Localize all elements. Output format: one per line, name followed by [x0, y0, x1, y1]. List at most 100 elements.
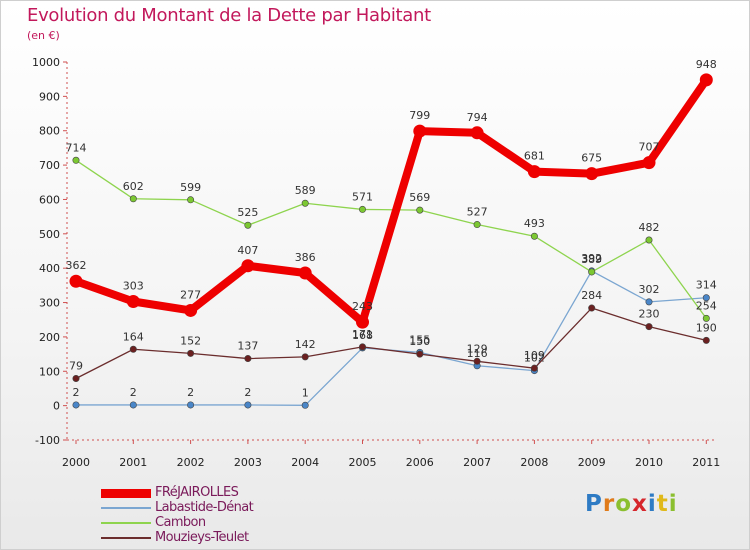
- y-tick-label: 400: [39, 262, 60, 275]
- data-point-mouzieys-teulet: [72, 374, 80, 382]
- data-label-mouzieys-teulet: 284: [581, 289, 602, 302]
- logo-letter: i: [647, 491, 657, 517]
- logo-letter: P: [585, 491, 603, 517]
- x-tick-label: 2010: [635, 456, 663, 469]
- x-tick-label: 2006: [406, 456, 434, 469]
- data-label-labastide-denat: 102: [524, 352, 545, 365]
- x-tick-label: 2011: [692, 456, 720, 469]
- data-point-labastide-denat: [129, 401, 137, 409]
- data-point-cambon: [129, 195, 137, 203]
- y-tick-label: 100: [39, 365, 60, 378]
- data-point-frejairolles: [470, 126, 484, 140]
- data-point-frejairolles: [241, 259, 255, 273]
- chart-subtitle: (en €): [27, 29, 60, 42]
- data-label-mouzieys-teulet: 190: [696, 321, 717, 334]
- data-label-frejairolles: 407: [237, 244, 258, 257]
- x-tick-label: 2000: [62, 456, 90, 469]
- data-label-labastide-denat: 302: [639, 283, 660, 296]
- data-label-labastide-denat: 2: [187, 386, 194, 399]
- data-point-frejairolles: [184, 303, 198, 317]
- data-label-mouzieys-teulet: 152: [180, 334, 201, 347]
- data-point-frejairolles: [699, 73, 713, 87]
- data-label-cambon: 599: [180, 181, 201, 194]
- data-label-cambon: 527: [467, 206, 488, 219]
- data-label-cambon: 571: [352, 190, 373, 203]
- legend-item-labastide-denat: Labastide-Dénat: [101, 500, 341, 516]
- data-point-frejairolles: [585, 167, 599, 181]
- data-label-mouzieys-teulet: 142: [295, 338, 316, 351]
- y-tick-label: 300: [39, 297, 60, 310]
- logo-letter: t: [656, 491, 669, 517]
- logo-letter: r: [602, 491, 616, 517]
- series-line-labastide-denat: [75, 270, 707, 406]
- x-tick-label: 2008: [520, 456, 548, 469]
- legend-item-mouzieys-teulet: Mouzieys-Teulet: [101, 530, 341, 546]
- proxiti-logo: Proxiti: [585, 491, 678, 517]
- data-label-cambon: 602: [123, 180, 144, 193]
- x-tick-label: 2009: [578, 456, 606, 469]
- data-label-frejairolles: 277: [180, 288, 201, 301]
- y-tick-label: 600: [39, 193, 60, 206]
- data-label-cambon: 714: [66, 141, 87, 154]
- data-point-mouzieys-teulet: [530, 364, 538, 372]
- y-tick-label: 500: [39, 228, 60, 241]
- data-point-mouzieys-teulet: [473, 357, 481, 365]
- data-point-mouzieys-teulet: [358, 343, 366, 351]
- data-point-cambon: [702, 314, 710, 322]
- data-label-labastide-denat: 314: [696, 279, 717, 292]
- x-tick-label: 2007: [463, 456, 491, 469]
- y-tick-label: 800: [39, 125, 60, 138]
- data-point-mouzieys-teulet: [645, 323, 653, 331]
- data-label-cambon: 525: [237, 206, 258, 219]
- y-tick-label: 0: [53, 400, 60, 413]
- data-point-labastide-denat: [702, 294, 710, 302]
- data-label-labastide-denat: 2: [130, 386, 137, 399]
- data-point-cambon: [416, 206, 424, 214]
- data-label-mouzieys-teulet: 164: [123, 330, 144, 343]
- data-point-labastide-denat: [187, 401, 195, 409]
- data-point-cambon: [244, 221, 252, 229]
- legend-swatch: [101, 489, 151, 498]
- data-point-cambon: [473, 221, 481, 229]
- series-line-frejairolles: [72, 75, 711, 327]
- data-point-frejairolles: [126, 295, 140, 309]
- data-point-labastide-denat: [72, 401, 80, 409]
- data-point-mouzieys-teulet: [702, 336, 710, 344]
- data-point-frejairolles: [527, 165, 541, 179]
- data-label-frejairolles: 303: [123, 280, 144, 293]
- data-label-cambon: 493: [524, 217, 545, 230]
- series-line-mouzieys-teulet: [75, 307, 707, 380]
- data-point-cambon: [530, 232, 538, 240]
- data-label-cambon: 254: [696, 299, 717, 312]
- data-point-frejairolles: [298, 266, 312, 280]
- data-label-labastide-denat: 168: [352, 329, 373, 342]
- data-label-frejairolles: 794: [467, 111, 488, 124]
- y-tick-label: 900: [39, 90, 60, 103]
- legend-label: Labastide-Dénat: [155, 500, 254, 515]
- data-point-mouzieys-teulet: [301, 353, 309, 361]
- data-label-frejairolles: 386: [295, 251, 316, 264]
- legend-label: Cambon: [155, 515, 206, 530]
- data-label-frejairolles: 681: [524, 150, 545, 163]
- x-tick-label: 2005: [349, 456, 377, 469]
- data-label-mouzieys-teulet: 171: [352, 328, 373, 341]
- data-point-mouzieys-teulet: [129, 345, 137, 353]
- data-label-frejairolles: 948: [696, 58, 717, 71]
- data-label-frejairolles: 243: [352, 300, 373, 313]
- legend-label: FRéJAIROLLES: [155, 485, 239, 500]
- data-label-frejairolles: 707: [639, 141, 660, 154]
- data-label-cambon: 482: [639, 221, 660, 234]
- logo-letter: i: [668, 491, 678, 517]
- data-point-cambon: [588, 268, 596, 276]
- legend-item-frejairolles: FRéJAIROLLES: [101, 485, 341, 501]
- legend-swatch: [101, 507, 151, 509]
- data-point-mouzieys-teulet: [416, 350, 424, 358]
- x-tick-label: 2002: [177, 456, 205, 469]
- data-point-mouzieys-teulet: [588, 304, 596, 312]
- data-label-frejairolles: 675: [581, 152, 602, 165]
- series-line-cambon: [75, 159, 707, 320]
- data-point-frejairolles: [413, 124, 427, 138]
- x-tick-label: 2001: [119, 456, 147, 469]
